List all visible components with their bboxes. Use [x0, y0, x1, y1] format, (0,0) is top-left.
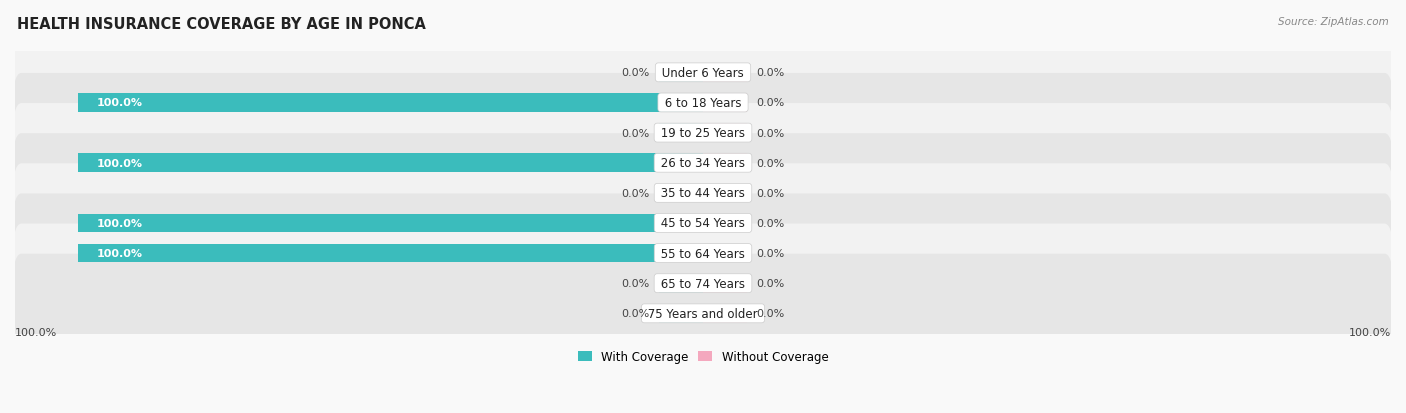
FancyBboxPatch shape	[11, 104, 1395, 223]
Text: Source: ZipAtlas.com: Source: ZipAtlas.com	[1278, 17, 1389, 26]
Text: 6 to 18 Years: 6 to 18 Years	[661, 97, 745, 110]
Bar	[659, 184, 703, 203]
Text: 26 to 34 Years: 26 to 34 Years	[657, 157, 749, 170]
FancyBboxPatch shape	[11, 134, 1395, 253]
Bar	[77, 214, 703, 233]
Bar	[659, 64, 703, 83]
Text: 0.0%: 0.0%	[756, 278, 785, 289]
Bar	[703, 94, 747, 112]
Bar	[703, 64, 747, 83]
Text: 0.0%: 0.0%	[621, 68, 650, 78]
Text: 0.0%: 0.0%	[621, 309, 650, 318]
Text: 100.0%: 100.0%	[96, 98, 142, 108]
Text: 0.0%: 0.0%	[756, 128, 785, 138]
Bar	[703, 304, 747, 323]
Text: 0.0%: 0.0%	[756, 158, 785, 169]
Text: 100.0%: 100.0%	[1348, 327, 1391, 337]
Text: 0.0%: 0.0%	[756, 249, 785, 259]
Legend: With Coverage, Without Coverage: With Coverage, Without Coverage	[572, 346, 834, 368]
Text: 55 to 64 Years: 55 to 64 Years	[657, 247, 749, 260]
Bar	[659, 124, 703, 142]
Bar	[77, 94, 703, 112]
Bar	[77, 244, 703, 263]
Text: 0.0%: 0.0%	[621, 188, 650, 198]
Text: 0.0%: 0.0%	[756, 68, 785, 78]
Bar	[703, 244, 747, 263]
Text: 0.0%: 0.0%	[756, 98, 785, 108]
Bar	[703, 274, 747, 293]
FancyBboxPatch shape	[11, 164, 1395, 283]
Text: 35 to 44 Years: 35 to 44 Years	[657, 187, 749, 200]
Bar	[659, 304, 703, 323]
FancyBboxPatch shape	[11, 224, 1395, 343]
Text: 0.0%: 0.0%	[621, 278, 650, 289]
FancyBboxPatch shape	[11, 74, 1395, 193]
Bar	[659, 274, 703, 293]
Text: 0.0%: 0.0%	[756, 218, 785, 228]
Text: 19 to 25 Years: 19 to 25 Years	[657, 127, 749, 140]
Text: 100.0%: 100.0%	[96, 158, 142, 169]
Text: 100.0%: 100.0%	[96, 218, 142, 228]
Bar	[703, 184, 747, 203]
FancyBboxPatch shape	[11, 194, 1395, 313]
FancyBboxPatch shape	[11, 44, 1395, 163]
Text: 75 Years and older: 75 Years and older	[644, 307, 762, 320]
FancyBboxPatch shape	[11, 14, 1395, 133]
Text: Under 6 Years: Under 6 Years	[658, 66, 748, 80]
Text: HEALTH INSURANCE COVERAGE BY AGE IN PONCA: HEALTH INSURANCE COVERAGE BY AGE IN PONC…	[17, 17, 426, 31]
Text: 45 to 54 Years: 45 to 54 Years	[657, 217, 749, 230]
Text: 0.0%: 0.0%	[621, 128, 650, 138]
Text: 65 to 74 Years: 65 to 74 Years	[657, 277, 749, 290]
Text: 0.0%: 0.0%	[756, 188, 785, 198]
Bar	[77, 154, 703, 173]
Text: 100.0%: 100.0%	[96, 249, 142, 259]
Text: 100.0%: 100.0%	[15, 327, 58, 337]
FancyBboxPatch shape	[11, 254, 1395, 373]
Bar	[703, 154, 747, 173]
Text: 0.0%: 0.0%	[756, 309, 785, 318]
Bar	[703, 214, 747, 233]
Bar	[703, 124, 747, 142]
